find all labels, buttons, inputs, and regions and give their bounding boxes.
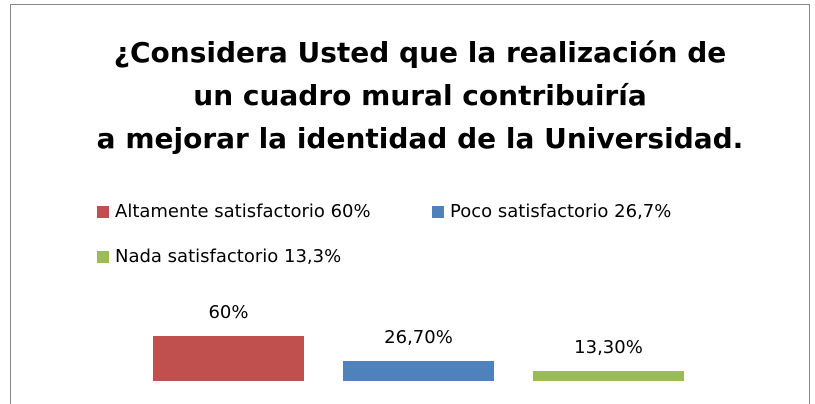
legend-swatch — [97, 251, 109, 263]
data-label: 60% — [208, 302, 248, 323]
data-label: 26,70% — [384, 327, 453, 348]
chart-title: ¿Considera Usted que la realización de — [114, 36, 726, 69]
legend-label: Nada satisfactorio 13,3% — [115, 246, 341, 267]
bar — [533, 371, 684, 381]
bar — [153, 336, 304, 381]
bar — [343, 360, 494, 381]
chart-title: a mejorar la identidad de la Universidad… — [97, 122, 744, 155]
legend-label: Poco satisfactorio 26,7% — [450, 201, 671, 222]
data-label: 13,30% — [574, 337, 643, 358]
chart-title: un cuadro mural contribuiría — [193, 79, 646, 112]
legend-label: Altamente satisfactorio 60% — [115, 201, 371, 222]
legend-swatch — [432, 206, 444, 218]
chart-border — [10, 4, 810, 404]
legend-swatch — [97, 206, 109, 218]
